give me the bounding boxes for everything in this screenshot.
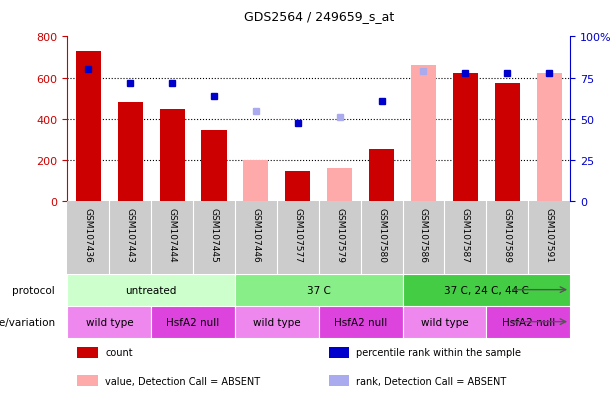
Bar (403, 306, 486, 338)
Bar (151, 306, 235, 338)
Text: GSM107446: GSM107446 (251, 208, 261, 262)
Text: HsfA2 null: HsfA2 null (167, 317, 219, 327)
Bar (411, 66, 436, 202)
Text: wild type: wild type (421, 317, 468, 327)
Text: HsfA2 null: HsfA2 null (501, 317, 555, 327)
Text: 37 C: 37 C (307, 285, 330, 295)
Text: GSM107436: GSM107436 (84, 208, 93, 262)
Text: untreated: untreated (126, 285, 177, 295)
Bar (77, 375, 97, 386)
Text: GSM107580: GSM107580 (377, 208, 386, 263)
Text: GDS2564 / 249659_s_at: GDS2564 / 249659_s_at (243, 10, 394, 23)
Text: rank, Detection Call = ABSENT: rank, Detection Call = ABSENT (357, 376, 507, 386)
Text: GSM107586: GSM107586 (419, 208, 428, 263)
Text: percentile rank within the sample: percentile rank within the sample (357, 348, 522, 358)
Text: wild type: wild type (253, 317, 301, 327)
Bar (159, 110, 185, 202)
Text: GSM107587: GSM107587 (461, 208, 470, 263)
Bar (329, 347, 349, 358)
Bar (67, 306, 151, 338)
Bar (453, 74, 478, 202)
Bar (118, 103, 143, 202)
Text: 37 C, 24 C, 44 C: 37 C, 24 C, 44 C (444, 285, 529, 295)
Bar (285, 172, 310, 202)
Bar (403, 274, 570, 306)
Bar (235, 306, 319, 338)
Bar (319, 306, 403, 338)
Text: protocol: protocol (12, 285, 55, 295)
Bar (369, 150, 394, 202)
Text: GSM107579: GSM107579 (335, 208, 345, 263)
Bar (67, 274, 235, 306)
Bar (486, 306, 570, 338)
Bar (329, 375, 349, 386)
Text: value, Detection Call = ABSENT: value, Detection Call = ABSENT (105, 376, 261, 386)
Text: GSM107591: GSM107591 (544, 208, 554, 263)
Bar (235, 274, 403, 306)
Text: wild type: wild type (85, 317, 133, 327)
Bar (202, 131, 227, 202)
Bar (536, 74, 562, 202)
Bar (77, 347, 97, 358)
Bar (495, 83, 520, 202)
Bar (327, 169, 352, 202)
Bar (243, 161, 268, 202)
Text: count: count (105, 348, 133, 358)
Text: HsfA2 null: HsfA2 null (334, 317, 387, 327)
Text: genotype/variation: genotype/variation (0, 317, 55, 327)
Text: GSM107577: GSM107577 (293, 208, 302, 263)
Text: GSM107443: GSM107443 (126, 208, 135, 262)
Text: GSM107444: GSM107444 (167, 208, 177, 262)
Bar (76, 52, 101, 202)
Text: GSM107445: GSM107445 (210, 208, 219, 262)
Text: GSM107589: GSM107589 (503, 208, 512, 263)
